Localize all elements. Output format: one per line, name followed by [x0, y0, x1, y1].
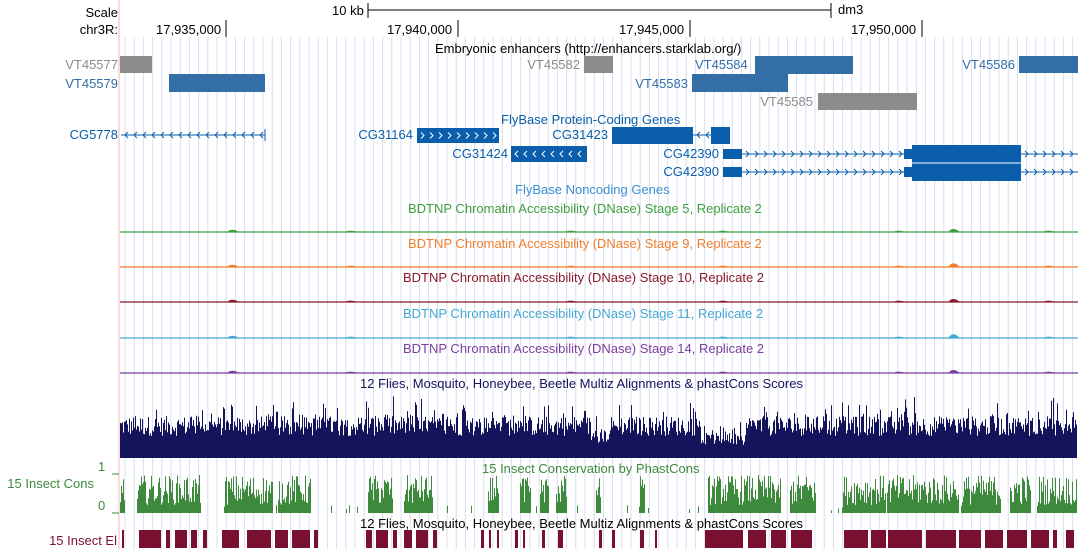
gene-CG31423-strand-arrows: [696, 131, 710, 139]
gene-CG42390-b-utr-start: [904, 167, 912, 177]
enhancers-track-title[interactable]: Embryonic enhancers (http://enhancers.st…: [435, 41, 742, 56]
phastcons-left-label[interactable]: 15 Insect Cons: [7, 476, 94, 491]
dnase-signal-stage-5[interactable]: [120, 229, 1078, 233]
enhancer-label-VT45577[interactable]: VT45577: [65, 57, 118, 72]
gene-CG42390-b-cds[interactable]: [912, 163, 1021, 181]
gene-CG31164-exon[interactable]: [417, 128, 499, 143]
gene-CG5778-strand-arrows: [124, 131, 264, 139]
gene-CG42390-b-strand-arrows-1: [745, 168, 903, 176]
position-label-1: 17,935,000: [156, 22, 222, 37]
gene-CG42390-a-strand-arrows-1: [745, 150, 903, 158]
gene-label-CG5778[interactable]: CG5778: [69, 127, 118, 142]
scale-bar-text: 10 kb: [332, 3, 364, 18]
enhancer-label-VT45586[interactable]: VT45586: [962, 57, 1015, 72]
gene-label-CG31423[interactable]: CG31423: [552, 127, 608, 142]
phastcons-histogram[interactable]: [120, 475, 1077, 513]
phastcons-track-title[interactable]: 15 Insect Conservation by PhastCons: [482, 461, 700, 476]
elements-left-label[interactable]: 15 Insect El: [49, 533, 117, 548]
gene-CG42390-a-cds[interactable]: [912, 145, 1021, 163]
elements-track-title[interactable]: 12 Flies, Mosquito, Honeybee, Beetle Mul…: [360, 516, 803, 531]
enhancer-label-VT45579[interactable]: VT45579: [65, 76, 118, 91]
dnase-stage14-title[interactable]: BDTNP Chromatin Accessibility (DNase) St…: [403, 341, 765, 356]
position-label-2: 17,940,000: [387, 22, 453, 37]
assembly-label: dm3: [838, 2, 864, 17]
enhancer-block-VT45584[interactable]: [755, 56, 853, 74]
noncoding-track-title[interactable]: FlyBase Noncoding Genes: [515, 182, 670, 197]
dnase-stage9-title[interactable]: BDTNP Chromatin Accessibility (DNase) St…: [408, 236, 762, 251]
gene-CG42390-b-strand-arrows-2: [1024, 168, 1074, 176]
dnase-signal-stage-14[interactable]: [120, 370, 1078, 374]
dnase-stage5-title[interactable]: BDTNP Chromatin Accessibility (DNase) St…: [408, 201, 762, 216]
gene-CG31164-strand-arrows: [420, 132, 497, 139]
scale-label: Scale: [85, 5, 118, 20]
dnase-signal-stage-11[interactable]: [120, 334, 1078, 339]
enhancer-block-VT45583[interactable]: [692, 74, 788, 92]
enhancer-block-VT45585[interactable]: [818, 93, 917, 110]
gene-CG31424-strand-arrows: [514, 150, 582, 158]
dnase-signal-stage-10[interactable]: [120, 299, 1078, 303]
chrom-label: chr3R:: [79, 22, 118, 37]
enhancer-label-VT45582[interactable]: VT45582: [527, 57, 580, 72]
position-label-3: 17,945,000: [619, 22, 685, 37]
position-label-4: 17,950,000: [851, 22, 917, 37]
gene-CG42390-a-utr-5[interactable]: [723, 149, 742, 159]
multiz-track-title[interactable]: 12 Flies, Mosquito, Honeybee, Beetle Mul…: [360, 376, 803, 391]
dnase-stage11-title[interactable]: BDTNP Chromatin Accessibility (DNase) St…: [403, 306, 764, 321]
phastcons-axis-max: 1: [98, 459, 106, 474]
dnase-stage10-title[interactable]: BDTNP Chromatin Accessibility (DNase) St…: [403, 270, 765, 285]
enhancer-block-VT45579[interactable]: [169, 74, 265, 92]
phastcons-axis-min: 0: [98, 498, 106, 513]
dnase-signal-stage-9[interactable]: [120, 263, 1078, 268]
gene-CG31423-exon-2[interactable]: [711, 127, 730, 144]
enhancer-block-VT45582[interactable]: [584, 56, 613, 73]
enhancer-label-VT45584[interactable]: VT45584: [695, 57, 748, 72]
protein-coding-track-title[interactable]: FlyBase Protein-Coding Genes: [501, 112, 681, 127]
gene-CG42390-b-utr-5[interactable]: [723, 167, 742, 177]
gene-label-CG31164[interactable]: CG31164: [358, 127, 413, 142]
gene-label-CG42390-b[interactable]: CG42390: [663, 164, 719, 179]
gene-CG42390-a-strand-arrows-2: [1024, 150, 1074, 158]
conserved-elements-blocks[interactable]: [122, 530, 1074, 548]
gene-label-CG42390-a[interactable]: CG42390: [663, 146, 719, 161]
enhancer-block-VT45586[interactable]: [1019, 56, 1078, 73]
enhancer-label-VT45585[interactable]: VT45585: [760, 94, 813, 109]
multiz-conservation-histogram[interactable]: [120, 396, 1077, 458]
gene-CG42390-a-utr-start: [904, 149, 912, 159]
enhancer-label-VT45583[interactable]: VT45583: [635, 76, 688, 91]
gene-CG31423-exon-1[interactable]: [612, 127, 693, 144]
gene-CG31424-exon[interactable]: [511, 146, 587, 162]
gene-label-CG31424[interactable]: CG31424: [452, 146, 508, 161]
enhancer-block-VT45577[interactable]: [120, 56, 152, 73]
